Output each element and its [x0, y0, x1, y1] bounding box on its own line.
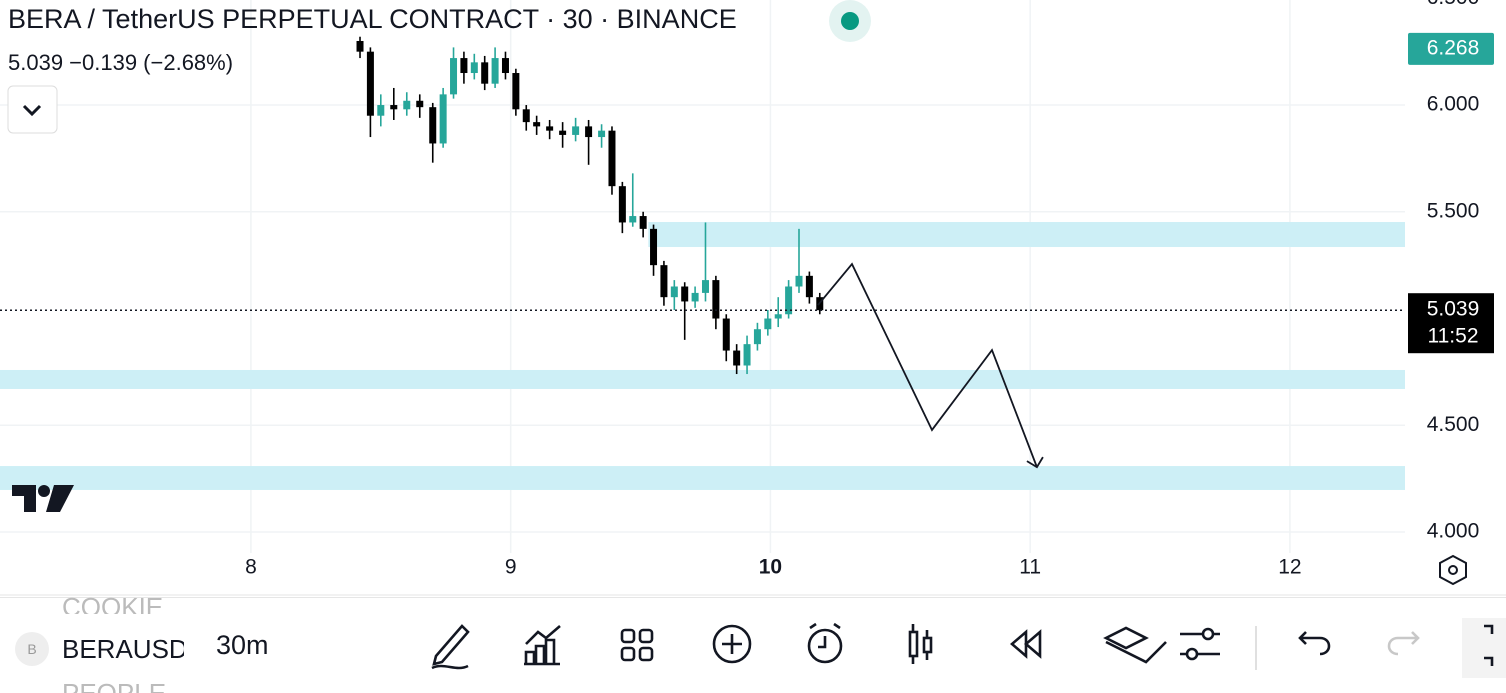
toolbar: COOKIE B BERAUSDT PEOPLE 30m — [0, 592, 1506, 693]
chart-type-icon[interactable] — [908, 624, 933, 664]
candle-body — [501, 58, 509, 74]
indicators-icon[interactable] — [524, 625, 561, 666]
candle-body — [470, 62, 478, 74]
y-tick-label: 4.000 — [1427, 520, 1480, 543]
quote: 5.039 −0.139 (−2.68%) — [8, 50, 234, 75]
high-price-label: 6.268 — [1427, 36, 1480, 59]
candle-body — [743, 344, 751, 366]
x-tick-label: 9 — [505, 556, 517, 579]
draw-icon[interactable] — [431, 624, 470, 670]
candle-body — [608, 130, 616, 187]
candle-body — [460, 58, 468, 74]
candle-body — [660, 265, 668, 298]
candle-body — [805, 275, 813, 298]
tv-logo — [12, 485, 74, 512]
symbol-item[interactable]: PEOPLE — [62, 678, 167, 693]
symbol-item[interactable]: BERAUSDT — [62, 634, 184, 664]
candle-body — [629, 216, 637, 223]
zone — [0, 369, 1405, 389]
candle-body — [377, 105, 385, 116]
y-tick-label: 5.500 — [1427, 199, 1480, 222]
candle-body — [429, 107, 437, 144]
symbol-item[interactable]: COOKIE — [62, 592, 164, 614]
candle-body — [491, 58, 499, 84]
candle-body — [546, 126, 554, 131]
undo-icon[interactable] — [1298, 631, 1331, 656]
candle-body — [366, 51, 374, 116]
projection-line — [817, 262, 1038, 468]
candle-body — [733, 350, 741, 366]
countdown-label: 11:52 — [1428, 325, 1479, 348]
candle-body — [572, 126, 580, 135]
redo-icon[interactable] — [1387, 631, 1420, 656]
x-tick-label: 10 — [759, 556, 782, 579]
candle-body — [559, 130, 567, 135]
candle-body — [512, 73, 520, 110]
candle-body — [670, 286, 678, 298]
candle-body — [639, 216, 647, 229]
axis-settings-icon[interactable] — [1439, 554, 1467, 586]
add-icon[interactable] — [712, 624, 752, 664]
collapse-button[interactable] — [7, 85, 59, 135]
replay-icon[interactable] — [1010, 629, 1042, 659]
x-tick-label: 11 — [1019, 556, 1041, 579]
candle-body — [533, 122, 541, 127]
alert-icon[interactable] — [807, 622, 843, 664]
y-tick-label: 4.500 — [1427, 413, 1480, 436]
candle-body — [701, 280, 709, 293]
candle-body — [774, 314, 782, 319]
candle-body — [764, 318, 772, 330]
svg-text:B: B — [27, 641, 36, 657]
y-tick-label: 6.000 — [1427, 93, 1480, 116]
candle-body — [722, 318, 730, 351]
candle-body — [650, 228, 658, 266]
candle-body — [712, 280, 720, 319]
candle-body — [356, 40, 364, 52]
candle-body — [785, 286, 793, 315]
y-tick-label: 6.500 — [1427, 0, 1480, 9]
interval[interactable]: 30m — [216, 630, 269, 660]
last-price-box — [1408, 293, 1494, 354]
chart: 4.000 4.500 5.500 6.000 6.500 8 9 10 11 12 5.039 11… — [0, 0, 1506, 596]
candle-body — [481, 62, 489, 84]
last-price-label: 5.039 — [1427, 298, 1480, 321]
candle-body — [691, 292, 699, 302]
candle-body — [598, 130, 606, 138]
candle-body — [450, 58, 458, 95]
candle-body — [390, 105, 398, 110]
candle-body — [681, 286, 689, 302]
candle-body — [753, 329, 761, 345]
projection-arrowhead — [1026, 456, 1044, 469]
symbol-icon: B — [15, 632, 49, 666]
candle-body — [522, 109, 530, 123]
high-price-box — [1408, 32, 1494, 65]
candle-body — [416, 100, 424, 108]
x-tick-label: 8 — [245, 556, 257, 579]
axis-settings-dot — [1448, 565, 1458, 575]
x-tick-label: 12 — [1278, 556, 1301, 579]
more-icon[interactable] — [1462, 618, 1506, 678]
chart-title: BERA / TetherUS PERPETUAL CONTRACT · 30 … — [8, 4, 737, 34]
status-dot — [829, 0, 871, 42]
candle-body — [585, 126, 593, 138]
settings-icon[interactable] — [1180, 627, 1220, 661]
zone — [648, 222, 1405, 248]
zone — [0, 466, 1405, 490]
candle-body — [439, 94, 447, 144]
toolbar-icons — [431, 618, 1506, 678]
candle-body — [795, 275, 803, 287]
axis-settings-shape — [1439, 554, 1467, 586]
layers-icon[interactable] — [1103, 626, 1167, 664]
candle-body — [403, 100, 411, 110]
candle-body — [618, 186, 626, 223]
layout-icon[interactable] — [620, 628, 654, 662]
